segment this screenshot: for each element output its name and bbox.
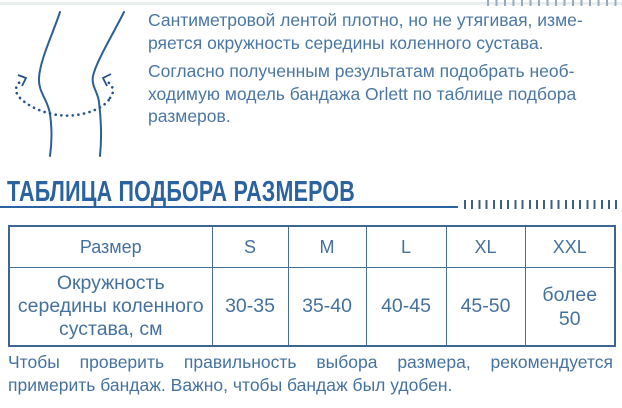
intro-p2-line2: ходимую модель бандажа Orlett по таблице… [148, 83, 577, 104]
title-underline [0, 206, 458, 208]
value-cell-xl: 45-50 [445, 267, 526, 347]
row-label-line1: Окружность [56, 272, 165, 294]
intro-p2-line1: Согласно полученным результатам подобрат… [148, 61, 575, 81]
knee-measurement-icon [8, 10, 140, 158]
note-line2: примерить бандаж. Важно, чтобы бандаж бы… [8, 375, 453, 395]
header-cell-xl: XL [445, 225, 526, 268]
row-label-line2: середины коленного [17, 295, 204, 317]
intro-text: Сантиметровой лентой плотно, но не утяги… [148, 9, 622, 134]
table-data-row: Окружность середины коленного сустава, с… [8, 267, 616, 347]
note-line1: Чтобы проверить правильность выбора разм… [8, 352, 613, 372]
intro-paragraph-1: Сантиметровой лентой плотно, но не утяги… [148, 9, 622, 54]
intro-p1-line2: ряется окружность середины коленного сус… [148, 32, 544, 53]
header-cell-xxl: XXL [524, 225, 616, 268]
title-tick-pattern [464, 200, 622, 209]
top-tick-pattern [487, 0, 622, 6]
header-cell-l: L [365, 225, 447, 268]
size-selection-table: Размер S M L XL XXL Окружность середины … [8, 225, 616, 347]
intro-p2-line3: размеров. [148, 106, 231, 126]
value-xxl-text: более 50 [542, 283, 598, 330]
top-divider [0, 2, 622, 5]
value-cell-xxl: более 50 [524, 267, 616, 347]
value-cell-m: 35-40 [287, 267, 367, 347]
header-cell-m: M [287, 225, 367, 268]
header-cell-s: S [211, 225, 289, 268]
section-title: ТАБЛИЦА ПОДБОРА РАЗМЕРОВ [7, 176, 355, 208]
intro-paragraph-2: Согласно полученным результатам подобрат… [148, 60, 622, 128]
intro-p1-line1: Сантиметровой лентой плотно, но не утяги… [148, 10, 583, 30]
header-cell-size: Размер [8, 225, 213, 268]
value-cell-l: 40-45 [365, 267, 447, 347]
value-cell-s: 30-35 [211, 267, 289, 347]
table-header-row: Размер S M L XL XXL [8, 225, 616, 268]
row-label-cell: Окружность середины коленного сустава, с… [8, 267, 213, 347]
fitting-note: Чтобы проверить правильность выбора разм… [8, 351, 613, 397]
row-label-line3: сустава, см [58, 318, 163, 340]
